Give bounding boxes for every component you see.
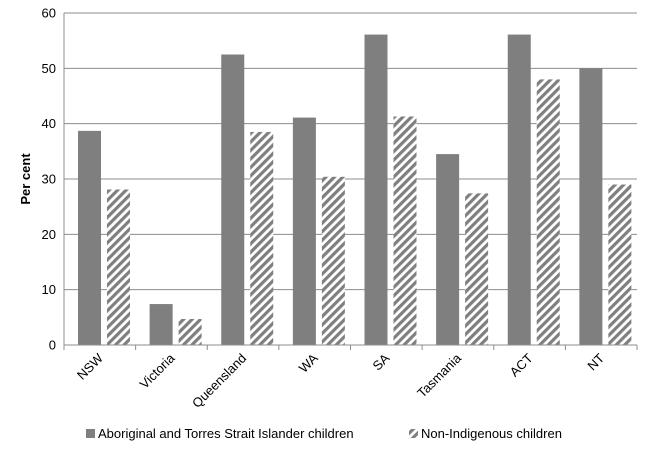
bar-aboriginal-queensland xyxy=(221,54,245,345)
legend-label-aboriginal: Aboriginal and Torres Strait Islander ch… xyxy=(98,426,354,441)
bar-aboriginal-tasmania xyxy=(436,154,460,345)
bar-non-indigenous-act xyxy=(536,79,560,346)
bar-aboriginal-nt xyxy=(579,68,603,345)
x-tick-label: NT xyxy=(584,350,607,373)
x-tick-label: ACT xyxy=(507,350,536,379)
bar-non-indigenous-tasmania xyxy=(465,193,489,345)
legend-swatch-aboriginal xyxy=(86,429,95,438)
y-tick-label: 60 xyxy=(42,6,56,21)
bar-non-indigenous-victoria xyxy=(178,318,202,345)
legend-label-non-indigenous: Non-Indigenous children xyxy=(421,426,562,441)
bar-aboriginal-sa xyxy=(364,34,388,346)
bar-non-indigenous-sa xyxy=(393,116,417,346)
x-tick-label: WA xyxy=(296,350,321,375)
y-tick-label: 50 xyxy=(42,61,56,76)
bar-non-indigenous-wa xyxy=(321,176,345,345)
bar-aboriginal-wa xyxy=(292,117,316,345)
bars xyxy=(78,34,632,346)
y-tick-label: 20 xyxy=(42,227,56,242)
y-tick-label: 0 xyxy=(49,338,56,353)
legend-swatch-non-indigenous xyxy=(409,429,418,438)
bar-non-indigenous-queensland xyxy=(250,131,274,345)
x-tick-label: Queensland xyxy=(189,351,249,411)
x-tick-label: NSW xyxy=(74,350,107,383)
legend: Aboriginal and Torres Strait Islander ch… xyxy=(86,426,562,441)
bar-non-indigenous-nsw xyxy=(107,189,130,345)
y-tick-label: 30 xyxy=(42,172,56,187)
bar-aboriginal-act xyxy=(507,34,531,346)
bar-aboriginal-victoria xyxy=(149,304,173,345)
bar-non-indigenous-nt xyxy=(608,184,632,345)
x-tick-label: SA xyxy=(370,350,393,373)
y-tick-label: 10 xyxy=(42,282,56,297)
y-axis-title: Per cent xyxy=(18,153,33,205)
y-tick-label: 40 xyxy=(42,116,56,131)
x-tick-label: Tasmania xyxy=(414,350,464,400)
x-tick-label: Victoria xyxy=(136,350,178,392)
bar-aboriginal-nsw xyxy=(78,130,101,345)
